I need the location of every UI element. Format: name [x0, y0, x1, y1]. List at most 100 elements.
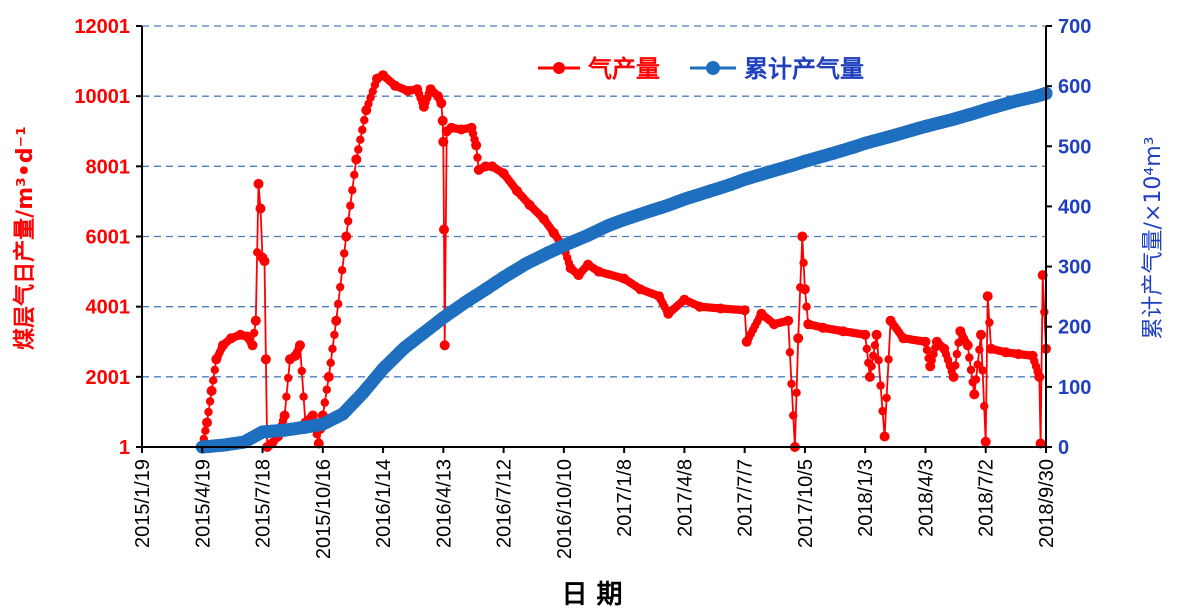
legend-item-cumulative-production: 累计产气量: [690, 55, 864, 83]
gas-production-marker: [338, 266, 347, 275]
legend-label-cumulative-production: 累计产气量: [744, 55, 864, 83]
gas-production-point: [524, 200, 535, 210]
left-tick-label: 10001: [74, 86, 130, 108]
gas-production-point: [1000, 347, 1011, 358]
gas-production-point: [412, 84, 423, 95]
gas-production-marker: [971, 375, 981, 384]
gas-production-point: [259, 256, 270, 267]
gas-production-marker: [358, 125, 367, 135]
gas-production-point: [290, 350, 301, 361]
cumulative-production-point: [1029, 89, 1043, 103]
gas-production-point: [573, 270, 584, 281]
right-tick-label: 0: [1058, 437, 1069, 459]
cumulative-production-point: [216, 438, 230, 452]
gas-production-point: [679, 294, 690, 305]
legend-marker-gas-production: [553, 62, 565, 74]
cumulative-production-point: [858, 136, 872, 150]
gas-production-marker: [360, 115, 369, 125]
gas-production-point: [694, 301, 705, 312]
gas-production-marker: [366, 93, 375, 102]
cumulative-production-point: [557, 239, 571, 252]
gas-production-marker: [328, 344, 337, 353]
gas-production-point: [803, 319, 814, 330]
gas-production-marker: [297, 366, 306, 376]
gas-production-marker: [789, 411, 798, 420]
gas-production-point: [425, 84, 436, 95]
cumulative-production-point: [278, 423, 292, 437]
gas-production-marker: [205, 397, 215, 406]
x-tick-label: 2017/1/8: [614, 459, 636, 537]
cumulative-production-point: [887, 129, 901, 142]
gas-production-point: [593, 266, 604, 277]
gas-production-point: [962, 340, 973, 351]
gas-production-point: [211, 354, 222, 365]
gas-production-point: [797, 231, 808, 242]
cumulative-production-point: [581, 228, 595, 242]
gas-production-point: [498, 168, 509, 179]
x-tick-label: 2015/1/19: [132, 459, 154, 548]
gas-production-marker: [350, 170, 359, 179]
gas-production-point: [783, 315, 794, 326]
cumulative-production-point: [417, 326, 431, 340]
left-tick-label: 1: [119, 437, 130, 459]
x-axis-label: 日 期: [561, 580, 622, 610]
gas-production-point: [948, 371, 959, 382]
gas-production-point: [218, 340, 228, 351]
gas-production-marker: [336, 282, 345, 292]
gas-production-marker: [473, 153, 482, 162]
gas-production-marker: [346, 201, 355, 210]
cumulative-production-point: [1008, 94, 1022, 108]
gas-production-point: [307, 410, 318, 421]
gas-production-point: [466, 122, 477, 133]
gas-production-point: [976, 329, 986, 340]
right-tick-label: 700: [1058, 16, 1091, 38]
gas-production-point: [446, 122, 457, 133]
gas-production-point: [654, 291, 664, 302]
gas-production-marker: [334, 299, 343, 309]
right-tick-label: 500: [1058, 136, 1091, 158]
gas-production-point: [619, 273, 630, 284]
gas-production-point: [1034, 371, 1045, 382]
gas-production-marker: [326, 358, 335, 367]
gas-production-marker: [870, 341, 880, 350]
gas-production-marker: [210, 365, 219, 375]
gas-production-point: [663, 308, 674, 319]
cumulative-production-point: [846, 141, 859, 154]
cumulative-production-point: [764, 165, 778, 178]
gas-production-point: [255, 203, 266, 214]
gas-production-point: [512, 185, 522, 196]
gas-production-marker: [882, 393, 891, 403]
cumulative-production-point: [798, 154, 812, 168]
gas-production-point: [635, 284, 646, 295]
cumulative-production-point: [519, 257, 533, 271]
gas-production-point: [969, 389, 980, 400]
gas-production-point: [260, 354, 271, 365]
gas-production-marker: [985, 318, 994, 327]
left-tick-label: 4001: [86, 297, 131, 319]
gas-production-point: [437, 115, 448, 126]
gas-production-point: [439, 340, 450, 351]
legend-marker-cumulative-production: [706, 61, 720, 75]
gas-production-marker: [348, 186, 357, 195]
gas-production-marker: [284, 373, 293, 383]
gas-production-point: [1027, 350, 1038, 361]
gas-production-point: [769, 319, 780, 330]
gas-production-marker: [204, 407, 213, 417]
gas-production-marker: [330, 330, 339, 339]
gas-production-point: [361, 105, 372, 116]
right-axis-ticks: 0 100 200 300 400 500 600 700: [1046, 16, 1091, 459]
cumulative-production-point: [617, 213, 631, 227]
gas-production-point: [799, 284, 810, 295]
left-tick-label: 6001: [86, 227, 131, 249]
gas-production-marker: [975, 345, 984, 354]
x-tick-label: 2015/10/16: [313, 459, 335, 559]
x-tick-label: 2018/4/3: [915, 459, 937, 537]
gas-production-point: [715, 303, 726, 314]
gas-production-marker: [787, 379, 796, 389]
cumulative-production-point: [316, 417, 330, 431]
gas-production-marker: [356, 135, 365, 144]
gas-production-marker: [209, 376, 218, 385]
cumulative-production-point: [356, 386, 370, 400]
gas-production-marker: [980, 401, 989, 411]
